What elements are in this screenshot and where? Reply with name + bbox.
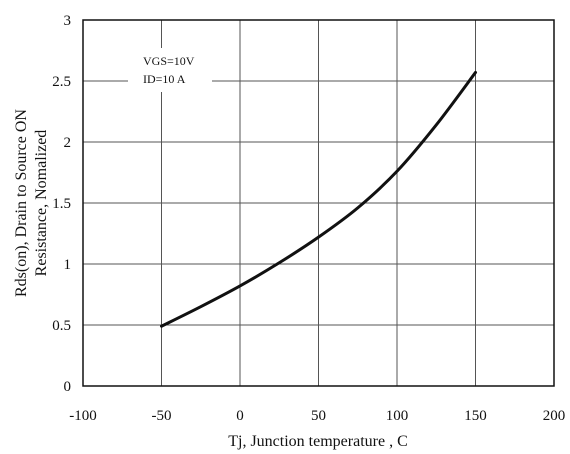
y-tick-label: 3 (64, 13, 72, 29)
annotation-vgs: VGS=10V (143, 54, 195, 68)
x-tick-label: 150 (464, 408, 487, 424)
annotation-background (128, 48, 212, 92)
x-tick-labels: -100 -50 0 50 100 150 200 (69, 408, 565, 424)
y-tick-label: 2.5 (52, 74, 71, 90)
y-tick-label: 0 (64, 379, 72, 395)
series-group (160, 70, 477, 328)
annotation-id: ID=10 A (143, 72, 186, 86)
y-tick-label: 1.5 (52, 196, 71, 212)
x-tick-label: -50 (152, 408, 172, 424)
y-tick-label: 1 (64, 257, 72, 273)
x-tick-label: 200 (543, 408, 566, 424)
x-axis-title: Tj, Junction temperature , C (228, 433, 408, 450)
y-tick-labels: 0 0.5 1 1.5 2 2.5 3 (52, 13, 71, 395)
y-tick-label: 2 (64, 135, 72, 151)
plot-frame (82, 19, 555, 387)
x-tick-label: 0 (236, 408, 244, 424)
series-line (160, 70, 477, 328)
y-axis-title-line2: Resistance, Nomalized (33, 130, 50, 277)
x-tick-label: -100 (69, 408, 97, 424)
y-tick-label: 0.5 (52, 318, 71, 334)
x-tick-label: 100 (386, 408, 409, 424)
x-tick-label: 50 (311, 408, 326, 424)
y-axis-title-line1: Rds(on), Drain to Source ON (13, 109, 30, 297)
